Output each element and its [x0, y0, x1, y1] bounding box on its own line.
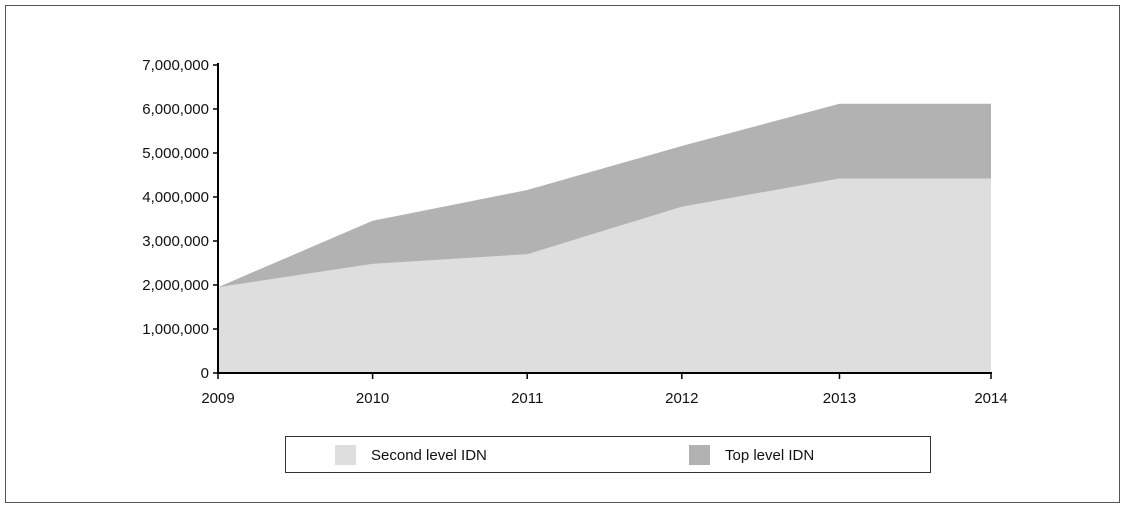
- x-tick-label: 2013: [823, 390, 856, 407]
- legend-item-top-level: Top level IDN: [689, 445, 814, 465]
- y-tick-label: 2,000,000: [142, 277, 209, 294]
- y-tick-label: 1,000,000: [142, 321, 209, 338]
- y-tick-label: 4,000,000: [142, 189, 209, 206]
- legend-swatch-top-level: [689, 445, 710, 465]
- x-axis-ticks: 2009 2010 2011 2012 2013 2014: [201, 373, 1008, 407]
- y-tick-label: 5,000,000: [142, 145, 209, 162]
- chart-axes: [217, 63, 992, 374]
- legend: Second level IDN Top level IDN: [285, 436, 931, 473]
- y-tick-label: 7,000,000: [142, 57, 209, 74]
- y-tick-label: 0: [201, 365, 209, 382]
- y-tick-label: 6,000,000: [142, 101, 209, 118]
- legend-label-second-level: Second level IDN: [371, 446, 487, 464]
- y-axis-ticks: 0 1,000,000 2,000,000 3,000,000 4,000,000 5,0…: [142, 57, 218, 382]
- chart-areas: [218, 103, 991, 373]
- area-series-top-level-idn: [218, 103, 991, 288]
- area-series-second-level-idn: [218, 178, 991, 373]
- legend-swatch-second-level: [335, 445, 356, 465]
- x-tick-label: 2009: [201, 390, 234, 407]
- legend-item-second-level: Second level IDN: [335, 445, 487, 465]
- y-tick-label: 3,000,000: [142, 233, 209, 250]
- legend-label-top-level: Top level IDN: [725, 446, 815, 464]
- x-tick-label: 2010: [356, 390, 389, 407]
- x-tick-label: 2011: [511, 390, 543, 407]
- x-tick-label: 2012: [665, 390, 698, 407]
- x-tick-label: 2014: [974, 390, 1007, 407]
